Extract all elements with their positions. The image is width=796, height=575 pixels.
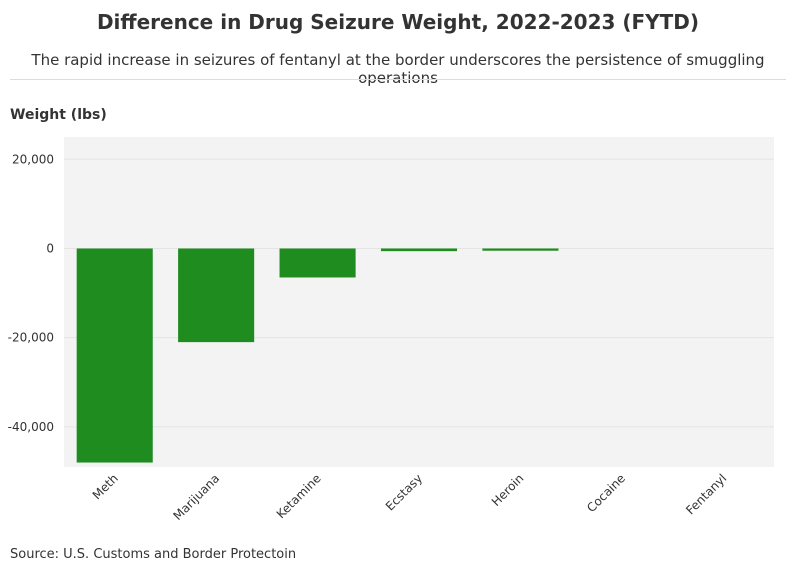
x-tick-label: Marijuana xyxy=(170,471,222,523)
bar xyxy=(380,248,458,252)
y-tick-label: 0 xyxy=(46,241,54,255)
x-tick-label: Heroin xyxy=(489,471,527,509)
x-tick-label: Ecstasy xyxy=(383,471,425,513)
plot-area xyxy=(64,137,774,467)
y-tick-label: -20,000 xyxy=(8,331,54,345)
bar xyxy=(76,248,153,463)
x-tick-label: Meth xyxy=(90,471,121,502)
x-tick-label: Ketamine xyxy=(274,471,324,521)
chart-subtitle: The rapid increase in seizures of fentan… xyxy=(31,51,765,87)
y-tick-label: 20,000 xyxy=(12,152,54,166)
bar xyxy=(482,248,559,251)
bar xyxy=(279,248,356,278)
bar xyxy=(178,248,255,343)
source-note: Source: U.S. Customs and Border Protecto… xyxy=(10,547,297,562)
y-axis-label: Weight (lbs) xyxy=(10,107,107,123)
y-tick-label: -40,000 xyxy=(8,420,54,434)
header-divider xyxy=(10,79,786,80)
x-tick-label: Fentanyl xyxy=(683,471,729,517)
chart-title: Difference in Drug Seizure Weight, 2022-… xyxy=(96,10,700,34)
x-tick-label: Cocaine xyxy=(584,471,628,515)
